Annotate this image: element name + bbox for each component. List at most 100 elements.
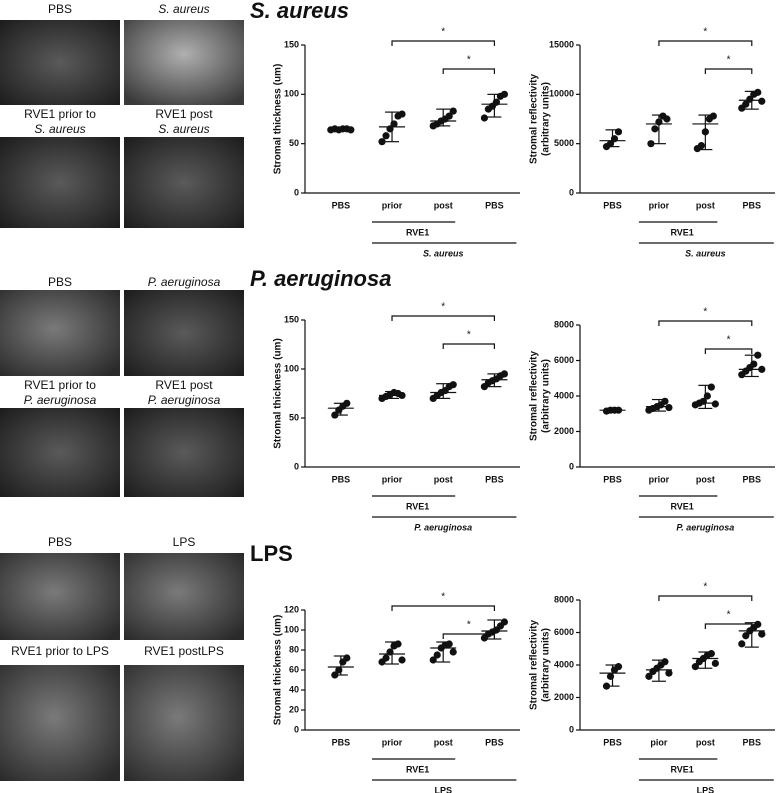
x-tick-label: post [434, 737, 453, 747]
y-tick-label: 100 [284, 363, 299, 373]
significance-label: * [703, 27, 707, 38]
significance-label: * [727, 335, 731, 346]
data-point [655, 118, 663, 126]
group-label: RVE1 [406, 227, 429, 237]
data-point [610, 135, 619, 143]
data-point [746, 95, 754, 103]
image-label: S. aureus [158, 122, 209, 136]
y-axis-label: (arbitrary units) [541, 628, 552, 702]
data-point [663, 115, 671, 123]
y-axis-label: Stromal reflectivity [529, 620, 540, 710]
data-point [449, 381, 457, 389]
y-tick-label: 4000 [554, 390, 574, 400]
panel-title: S. aureus [250, 0, 349, 23]
significance-bracket [442, 633, 496, 639]
data-point [707, 383, 715, 391]
x-tick-label: PBS [485, 474, 504, 484]
y-tick-label: 0 [569, 187, 574, 197]
data-point [738, 640, 746, 648]
data-point [480, 114, 489, 122]
y-tick-label: 10000 [549, 89, 574, 99]
group-label: RVE1 [670, 227, 693, 237]
image-label: S. aureus [34, 122, 85, 136]
x-tick-label: PBS [332, 737, 351, 747]
significance-label: * [703, 582, 707, 593]
y-axis-label: (arbitrary units) [541, 82, 552, 156]
y-tick-label: 60 [289, 664, 299, 674]
image-label: P. aeruginosa [24, 393, 97, 407]
y-tick-label: 8000 [554, 319, 574, 329]
data-point [707, 650, 715, 658]
y-tick-label: 4000 [554, 659, 574, 669]
data-point [398, 110, 406, 118]
data-point [661, 397, 669, 405]
image-label: RVE1 prior to [24, 378, 96, 392]
data-point [343, 399, 351, 407]
x-tick-label: PBS [603, 737, 622, 747]
y-tick-label: 50 [289, 412, 299, 422]
significance-bracket [442, 68, 496, 74]
significance-bracket [391, 40, 496, 46]
y-tick-label: 150 [284, 314, 299, 324]
y-axis-label: (arbitrary units) [541, 359, 552, 433]
y-axis-label: Stromal thickness (um) [273, 338, 284, 449]
data-point [614, 663, 623, 671]
y-axis-label: Stromal thickness (um) [273, 64, 284, 175]
data-point [500, 90, 509, 98]
group-label: P. aeruginosa [676, 522, 734, 532]
data-point [665, 669, 673, 677]
data-point [331, 671, 339, 679]
data-point [390, 120, 398, 128]
data-point [614, 128, 623, 136]
data-point [750, 360, 758, 368]
data-point [347, 126, 355, 134]
data-point [492, 98, 501, 106]
data-point [758, 365, 766, 373]
significance-bracket [658, 595, 753, 601]
data-point [394, 640, 402, 648]
data-point [754, 620, 762, 628]
significance-bracket [658, 320, 753, 326]
group-label: RVE1 [670, 764, 693, 774]
data-point [386, 648, 394, 656]
data-point [382, 654, 390, 662]
x-tick-label: post [696, 737, 715, 747]
data-point [742, 100, 750, 108]
y-tick-label: 50 [289, 138, 299, 148]
data-point [665, 403, 673, 412]
x-tick-label: PBS [332, 200, 351, 210]
significance-label: * [467, 55, 471, 66]
x-tick-label: pior [650, 737, 667, 747]
image-label: LPS [173, 535, 196, 549]
data-point [711, 400, 719, 408]
significance-label: * [441, 592, 445, 603]
image-label: PBS [48, 275, 72, 289]
significance-bracket [704, 348, 753, 354]
significance-label: * [703, 307, 707, 318]
x-tick-label: PBS [485, 200, 504, 210]
data-point [602, 682, 611, 690]
data-point [758, 630, 766, 638]
panel-title: LPS [250, 541, 293, 566]
y-tick-label: 0 [294, 187, 299, 197]
data-point [445, 640, 453, 648]
data-point [754, 88, 762, 96]
significance-bracket [442, 343, 496, 349]
data-point [606, 140, 615, 148]
data-point [378, 138, 386, 146]
microscopy-image [0, 553, 120, 640]
y-tick-label: 6000 [554, 627, 574, 637]
image-label: RVE1 post [155, 107, 213, 121]
x-tick-label: post [434, 474, 453, 484]
y-axis-label: Stromal thickness (um) [273, 615, 284, 726]
data-point [449, 648, 457, 656]
data-point [661, 658, 669, 666]
data-point [703, 392, 711, 400]
data-point [343, 654, 351, 662]
data-point [335, 666, 343, 674]
significance-label: * [467, 620, 471, 631]
y-tick-label: 0 [569, 461, 574, 471]
significance-bracket [704, 68, 753, 74]
y-tick-label: 0 [294, 461, 299, 471]
x-tick-label: prior [649, 200, 670, 210]
